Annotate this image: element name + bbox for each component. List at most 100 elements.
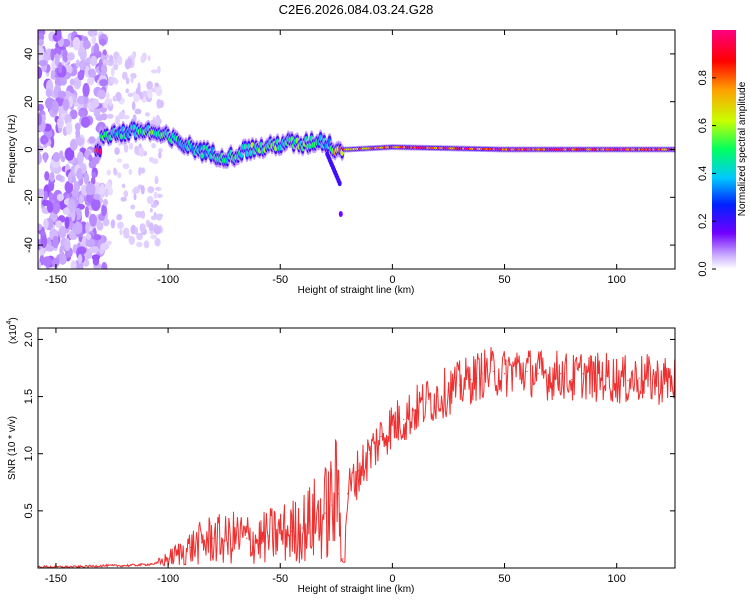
noise-cell [76, 151, 84, 165]
noise-cell [104, 98, 111, 104]
noise-cell [83, 172, 90, 185]
noise-cell [147, 186, 155, 194]
snr-panel: -150 -100 -50 0 50 100 0.5 1.0 1.5 2.0 Height of… [6, 317, 676, 595]
noise-cell [139, 223, 146, 233]
snr-data-point [638, 377, 640, 379]
noise-cell [105, 53, 110, 59]
noise-cell [51, 201, 61, 215]
signal-tail [337, 180, 342, 187]
snr-multiplier: (x104) [6, 317, 19, 344]
spectrogram-y-axis: -40 -20 0 20 40 [23, 48, 675, 253]
snr-data-point [245, 537, 248, 539]
noise-cell [121, 71, 128, 80]
noise-cell [55, 30, 62, 41]
noise-cell [45, 245, 55, 252]
noise-cell [95, 114, 104, 121]
noise-cell [156, 213, 164, 219]
noise-cell [85, 221, 90, 235]
noise-cell [87, 69, 93, 76]
noise-cell [155, 86, 163, 97]
noise-cell [60, 155, 66, 163]
colorbar-tick-label: 0.8 [697, 70, 709, 85]
colorbar-tick-label: 0.6 [697, 118, 709, 133]
noise-cell [38, 152, 42, 165]
noise-cell [150, 234, 158, 240]
noise-cell [43, 152, 48, 163]
signal-core [98, 148, 102, 155]
noise-cell [130, 204, 136, 210]
noise-cell [76, 168, 83, 181]
noise-cell [122, 163, 130, 170]
noise-cell [154, 177, 159, 185]
noise-cell [147, 90, 153, 99]
snr-multiplier-exp: 4 [6, 321, 13, 325]
noise-cell [140, 185, 145, 195]
noise-cell [154, 82, 159, 88]
noise-cell [88, 136, 96, 144]
noise-cell [56, 117, 64, 129]
noise-cell [121, 183, 126, 189]
noise-cell [65, 121, 73, 135]
noise-cell [140, 55, 146, 64]
noise-cell [155, 114, 161, 124]
noise-cell [58, 225, 67, 239]
noise-cell [64, 147, 75, 161]
noise-cell [108, 98, 113, 107]
noise-cell [48, 192, 54, 202]
noise-cell [38, 46, 44, 54]
noise-cell [82, 82, 90, 97]
spectrogram-x-label: Height of straight line (km) [298, 285, 415, 296]
noise-cell [56, 193, 65, 202]
noise-cell [98, 38, 107, 46]
noise-cell [59, 245, 64, 257]
noise-cell [52, 235, 59, 249]
signal-tail [338, 211, 343, 218]
noise-cell [67, 52, 75, 61]
noise-cell [85, 183, 96, 196]
snr-x-label: Height of straight line (km) [298, 584, 415, 595]
noise-cell [115, 91, 122, 102]
noise-cell [130, 76, 134, 84]
noise-cell [148, 222, 154, 232]
noise-cell [153, 191, 158, 199]
noise-cell [120, 196, 127, 202]
colorbar-ticks: 0.0 0.2 0.4 0.6 0.8 [697, 70, 716, 277]
snr-series-line [38, 347, 675, 568]
noise-cell [93, 193, 101, 200]
noise-cell [78, 194, 85, 204]
noise-cell [51, 257, 60, 268]
snr-y-tick-label: 1.0 [23, 446, 35, 461]
noise-cell [102, 59, 110, 66]
noise-cell [39, 248, 45, 258]
noise-cell [150, 69, 158, 74]
noise-cell [41, 136, 49, 144]
snr-y-axis: 0.5 1.0 1.5 2.0 [23, 332, 675, 519]
spectrogram-y-tick-label: 0 [23, 146, 35, 152]
colorbar-label: Normalized spectral amplitude [737, 81, 748, 216]
noise-cell [52, 152, 61, 163]
noise-cell [106, 113, 114, 119]
snr-y-tick-label: 0.5 [23, 503, 35, 518]
noise-cell [117, 172, 122, 179]
noise-cell [99, 183, 105, 195]
noise-cell [51, 100, 59, 114]
noise-cell [158, 151, 162, 159]
noise-cell [57, 90, 67, 99]
spectrogram-y-tick-label: 40 [23, 48, 35, 60]
noise-cell [146, 80, 154, 90]
noise-cell [136, 232, 143, 241]
noise-cell [74, 122, 81, 131]
page-title: C2E6.2026.084.03.24.G28 [279, 2, 434, 17]
noise-cell [113, 167, 117, 174]
noise-cell [97, 89, 106, 100]
snr-x-tick-label: 50 [498, 573, 510, 585]
snr-x-axis: -150 -100 -50 0 50 100 [45, 328, 626, 585]
noise-cell [90, 176, 96, 185]
noise-cell [69, 78, 75, 86]
noise-cell [58, 253, 67, 265]
spectrogram-x-tick-label: 100 [608, 274, 626, 286]
spectrogram-x-tick-label: -150 [45, 274, 67, 286]
spectrogram-y-tick-label: 20 [23, 96, 35, 108]
snr-data-point [627, 379, 629, 382]
